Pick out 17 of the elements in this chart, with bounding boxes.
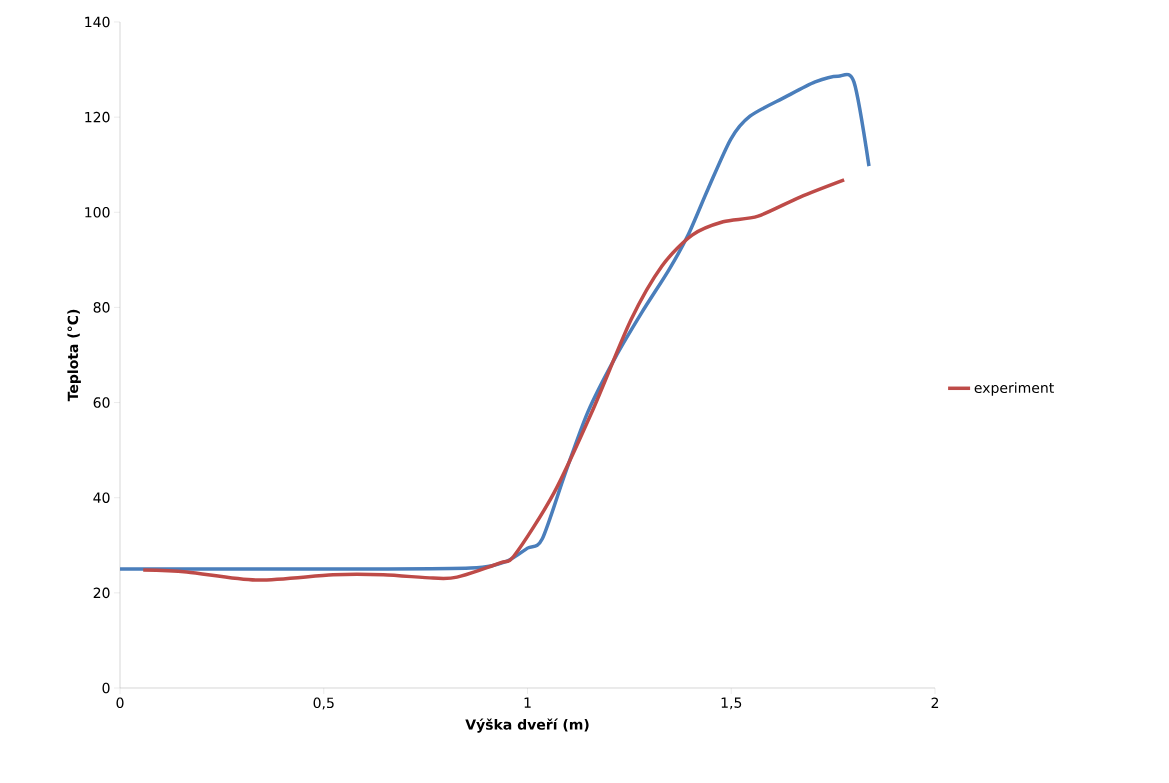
y-tick-label: 20	[93, 587, 110, 599]
x-tick-label: 0	[116, 697, 124, 709]
y-tick-label: 0	[102, 682, 110, 694]
line-series	[141, 178, 846, 582]
y-tick-label: 60	[93, 397, 110, 408]
x-tick-label: 2	[931, 697, 939, 708]
y-tick-label: 40	[93, 492, 110, 503]
y-axis-title: Teplota (°C)	[67, 309, 81, 402]
y-tick-label: 80	[93, 302, 110, 313]
x-tick-label: 1	[524, 697, 531, 708]
x-axis-title: Výška dveří (m)	[465, 718, 589, 733]
y-tick-label: 100	[85, 206, 110, 218]
legend-label: experiment	[974, 382, 1054, 396]
y-tick-label: 140	[85, 16, 110, 28]
x-tick-label: 0,5	[313, 697, 334, 710]
x-tick-label: 1,5	[721, 697, 742, 710]
y-tick-label: 120	[85, 111, 110, 123]
